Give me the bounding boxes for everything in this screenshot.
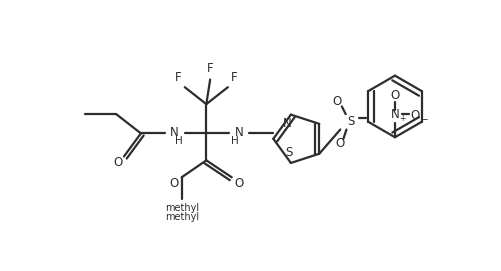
- Text: O: O: [333, 95, 342, 108]
- Text: N: N: [170, 126, 178, 139]
- Text: O: O: [113, 156, 122, 169]
- Text: O: O: [169, 177, 179, 190]
- Text: O: O: [390, 89, 400, 102]
- Text: H: H: [175, 136, 182, 146]
- Text: +: +: [399, 114, 406, 123]
- Text: methyl: methyl: [165, 212, 199, 222]
- Text: O: O: [410, 109, 420, 122]
- Text: O: O: [336, 137, 345, 150]
- Text: S: S: [285, 146, 292, 159]
- Text: −: −: [420, 115, 429, 125]
- Text: N: N: [235, 126, 244, 139]
- Text: F: F: [231, 72, 237, 85]
- Text: F: F: [207, 62, 213, 75]
- Text: S: S: [347, 115, 355, 128]
- Text: H: H: [231, 136, 238, 146]
- Text: O: O: [235, 177, 244, 190]
- Text: methyl: methyl: [165, 203, 199, 213]
- Text: F: F: [175, 72, 182, 85]
- Text: N: N: [391, 108, 399, 121]
- Text: N: N: [283, 117, 292, 130]
